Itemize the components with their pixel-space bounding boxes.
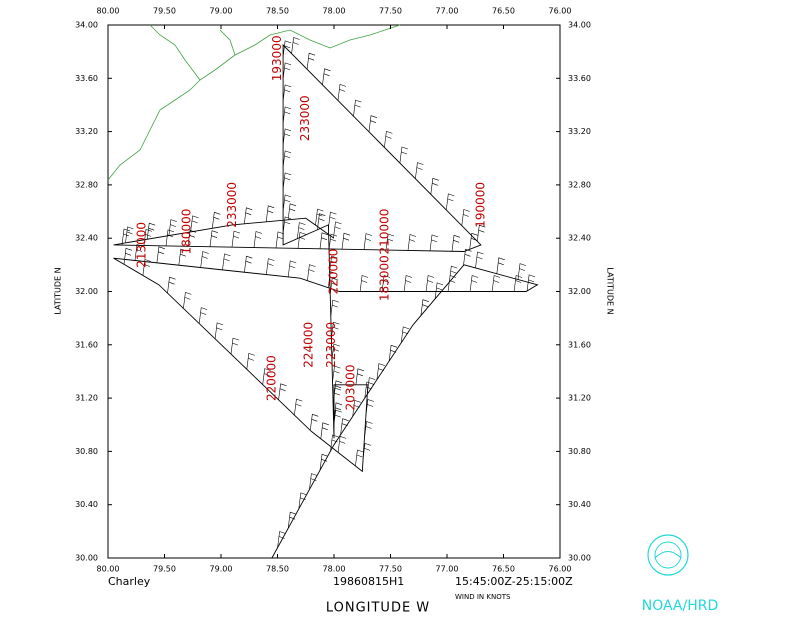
y-tick-label: 33.60 [568, 74, 591, 83]
time-label: 220000 [264, 355, 278, 401]
x-tick-label: 76.00 [549, 7, 572, 16]
x-tick-label: 76.00 [549, 565, 572, 574]
time-label: 210000 [377, 209, 391, 255]
flight-id: 19860815H1 [333, 575, 404, 588]
x-tick-label: 77.00 [436, 7, 459, 16]
y-tick-label: 32.00 [75, 287, 98, 296]
coastline [107, 24, 401, 181]
y-tick-label: 32.40 [75, 234, 98, 243]
units-note: WIND IN KNOTS [455, 593, 511, 601]
x-tick-label: 77.50 [379, 7, 402, 16]
time-label: 193000 [270, 35, 284, 81]
y-tick-label: 30.40 [75, 500, 98, 509]
y-axis-label: LATITUDE N [606, 267, 615, 314]
noaa-logo [647, 534, 689, 576]
y-tick-label: 32.00 [568, 287, 591, 296]
y-tick-label: 30.80 [568, 447, 591, 456]
y-tick-label: 33.20 [568, 127, 591, 136]
y-tick-label: 32.40 [568, 234, 591, 243]
y-tick-label: 31.20 [568, 394, 591, 403]
x-tick-label: 77.50 [379, 565, 402, 574]
y-axis-label: LATITUDE N [54, 267, 63, 314]
x-tick-label: 77.00 [436, 565, 459, 574]
time-label: 213000 [134, 222, 148, 268]
y-tick-label: 33.20 [75, 127, 98, 136]
time-label: 224000 [302, 322, 316, 368]
x-tick-label: 78.50 [266, 565, 289, 574]
y-tick-label: 33.60 [75, 74, 98, 83]
x-tick-label: 80.00 [97, 565, 120, 574]
x-tick-label: 79.00 [210, 565, 233, 574]
time-label: 223000 [324, 322, 338, 368]
y-tick-label: 30.80 [75, 447, 98, 456]
y-tick-label: 30.40 [568, 500, 591, 509]
time-label: 183000 [377, 255, 391, 301]
y-tick-label: 34.00 [568, 21, 591, 30]
x-tick-label: 78.00 [323, 565, 346, 574]
x-tick-label: 78.00 [323, 7, 346, 16]
time-label: 180000 [180, 209, 194, 255]
time-label: 203000 [343, 365, 357, 411]
y-tick-label: 32.80 [75, 180, 98, 189]
x-tick-label: 76.50 [492, 7, 515, 16]
y-tick-label: 31.60 [75, 340, 98, 349]
time-range: 15:45:00Z-25:15:00Z [455, 575, 573, 588]
x-tick-label: 79.50 [153, 565, 176, 574]
x-tick-label: 78.50 [266, 7, 289, 16]
y-tick-label: 31.20 [75, 394, 98, 403]
storm-name: Charley [108, 575, 151, 588]
y-tick-label: 34.00 [75, 21, 98, 30]
time-label: 233000 [225, 182, 239, 228]
x-axis-label: LONGITUDE W [326, 601, 430, 616]
y-tick-label: 31.60 [568, 340, 591, 349]
time-label: 220000 [327, 249, 341, 295]
agency-label: NOAA/HRD [642, 598, 719, 614]
wind-barbs [121, 37, 536, 548]
x-tick-label: 80.00 [97, 7, 120, 16]
flight-track [113, 43, 539, 559]
y-tick-label: 30.00 [568, 554, 591, 563]
x-tick-label: 79.50 [153, 7, 176, 16]
x-tick-label: 79.00 [210, 7, 233, 16]
time-label: 233000 [298, 95, 312, 141]
x-tick-label: 76.50 [492, 565, 515, 574]
y-tick-label: 30.00 [75, 554, 98, 563]
time-label: 190000 [473, 182, 487, 228]
y-tick-label: 32.80 [568, 180, 591, 189]
